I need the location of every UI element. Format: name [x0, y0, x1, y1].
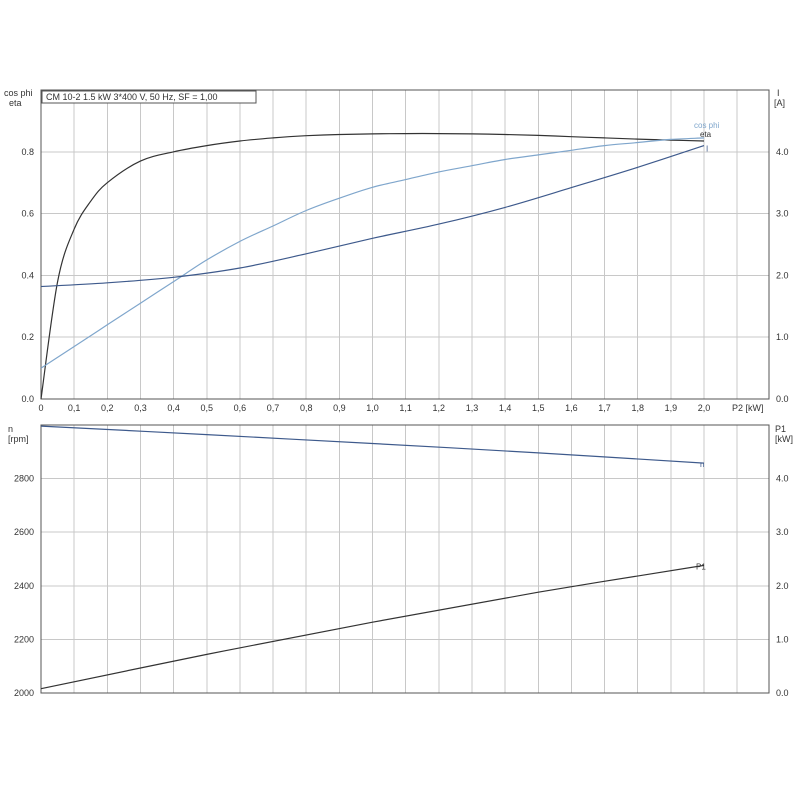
x-tick-label: 1,8 — [631, 403, 644, 413]
top-right-axis-label-2: [A] — [774, 98, 785, 108]
top-left-tick-label: 0.4 — [21, 270, 34, 280]
bottom-left-tick-label: 2800 — [14, 474, 34, 484]
cos-phi-series-label: cos phi — [694, 121, 720, 130]
bottom-plot-frame — [40, 424, 770, 694]
chart-subtitle: CM 10-2 1.5 kW 3*400 V, 50 Hz, SF = 1,00 — [46, 92, 218, 102]
x-tick-label: 1,1 — [399, 403, 412, 413]
top-left-axis-label-2: eta — [9, 98, 22, 108]
bottom-left-tick-label: 2000 — [14, 688, 34, 698]
i-series-line — [40, 145, 705, 288]
bottom-left-axis-label-2: [rpm] — [8, 434, 29, 444]
x-tick-label: 1,9 — [665, 403, 678, 413]
efficiency-current-panel: CM 10-2 1.5 kW 3*400 V, 50 Hz, SF = 1,00… — [4, 88, 789, 413]
top-plot-frame — [40, 89, 770, 400]
x-tick-label: 0,9 — [333, 403, 346, 413]
x-tick-label: 1,7 — [598, 403, 611, 413]
cos-phi-series-line — [40, 137, 705, 369]
bottom-right-tick-label: 2.0 — [776, 581, 789, 591]
x-tick-label: 1,5 — [532, 403, 545, 413]
x-tick-label: 0 — [38, 403, 43, 413]
x-tick-label: 0,5 — [200, 403, 213, 413]
eta-series-label: eta — [700, 130, 712, 139]
x-tick-label: 0,4 — [167, 403, 180, 413]
bottom-series: n P1 — [40, 425, 706, 690]
x-tick-label: 0,3 — [134, 403, 147, 413]
bottom-right-axis-label-2: [kW] — [775, 434, 793, 444]
x-tick-label: 1,6 — [565, 403, 578, 413]
i-series-label: I — [706, 145, 708, 154]
x-tick-label: 0,2 — [101, 403, 114, 413]
top-right-tick-label: 3.0 — [776, 209, 789, 219]
top-left-tick-label: 0.8 — [21, 147, 34, 157]
p1-series-line — [40, 564, 705, 690]
p1-series-label: P1 — [696, 562, 706, 571]
subtitle-box — [41, 90, 257, 104]
top-tick-labels: 0.0 0.2 0.4 0.6 0.8 0.0 1.0 2.0 3.0 4.0 0 0,1 0,2 0,3… — [21, 147, 788, 413]
x-tick-label: 0,1 — [68, 403, 81, 413]
top-left-tick-label: 0.0 — [21, 394, 34, 404]
top-right-tick-label: 4.0 — [776, 147, 789, 157]
x-tick-label: 0,6 — [234, 403, 247, 413]
bottom-left-tick-label: 2600 — [14, 527, 34, 537]
bottom-tick-labels: 2000 2200 2400 2600 2800 0.0 1.0 2.0 3.0 4.0 — [14, 474, 789, 698]
bottom-right-tick-label: 1.0 — [776, 634, 789, 644]
eta-series-line — [40, 132, 705, 400]
bottom-right-tick-label: 4.0 — [776, 474, 789, 484]
x-tick-label: 0,7 — [267, 403, 280, 413]
x-tick-label: 1,2 — [433, 403, 446, 413]
bottom-left-axis-label-1: n — [8, 424, 13, 434]
n-series-label: n — [700, 460, 704, 469]
x-tick-label: 1,0 — [366, 403, 379, 413]
top-right-tick-label: 2.0 — [776, 270, 789, 280]
x-axis-label: P2 [kW] — [732, 403, 764, 413]
top-right-tick-label: 0.0 — [776, 394, 789, 404]
x-tick-label: 1,3 — [466, 403, 479, 413]
top-left-tick-label: 0.2 — [21, 332, 34, 342]
bottom-right-tick-label: 0.0 — [776, 688, 789, 698]
top-right-axis-label-1: I — [777, 88, 780, 98]
n-series-line — [40, 425, 705, 464]
top-right-tick-label: 1.0 — [776, 332, 789, 342]
top-left-tick-label: 0.6 — [21, 209, 34, 219]
bottom-right-axis-label-1: P1 — [775, 424, 786, 434]
top-left-axis-label-1: cos phi — [4, 88, 33, 98]
x-tick-label: 1,4 — [499, 403, 512, 413]
bottom-left-tick-label: 2400 — [14, 581, 34, 591]
x-tick-label: 2,0 — [698, 403, 711, 413]
bottom-right-tick-label: 3.0 — [776, 527, 789, 537]
bottom-left-tick-label: 2200 — [14, 634, 34, 644]
x-tick-label: 0,8 — [300, 403, 313, 413]
speed-power-panel: n [rpm] P1 [kW] 2000 2200 2400 2600 2800 0.0 1… — [8, 424, 793, 698]
